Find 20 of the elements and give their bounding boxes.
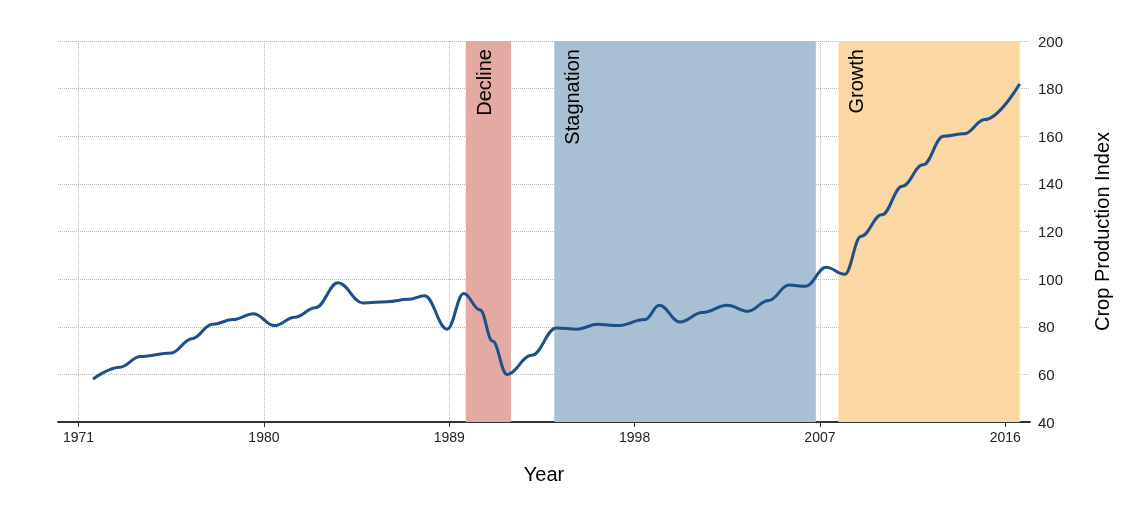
x-tick-label: 1980 [248, 429, 280, 445]
x-axis-title: Year [523, 463, 565, 485]
x-tick-label: 2007 [804, 429, 836, 445]
y-tick-label: 120 [1038, 223, 1064, 240]
y-tick-label: 80 [1038, 318, 1055, 336]
band-label: Stagnation [561, 49, 584, 145]
y-tick-label: 200 [1038, 32, 1064, 50]
y-tick-label: 180 [1038, 80, 1064, 98]
y-tick-label: 100 [1038, 270, 1064, 288]
y-axis-title: Crop Production Index [1091, 131, 1113, 332]
band-label: Growth [845, 49, 868, 114]
x-tick-label: 1989 [433, 429, 466, 445]
y-tick-label: 40 [1038, 413, 1055, 431]
y-tick-label: 160 [1038, 127, 1064, 145]
x-tick-label: 1998 [619, 429, 651, 445]
band-label: Decline [472, 49, 495, 116]
x-tick-label: 2016 [989, 429, 1022, 445]
x-tick-label: 1971 [63, 429, 95, 445]
y-tick-label: 140 [1038, 175, 1064, 193]
y-tick-label: 60 [1038, 365, 1055, 383]
